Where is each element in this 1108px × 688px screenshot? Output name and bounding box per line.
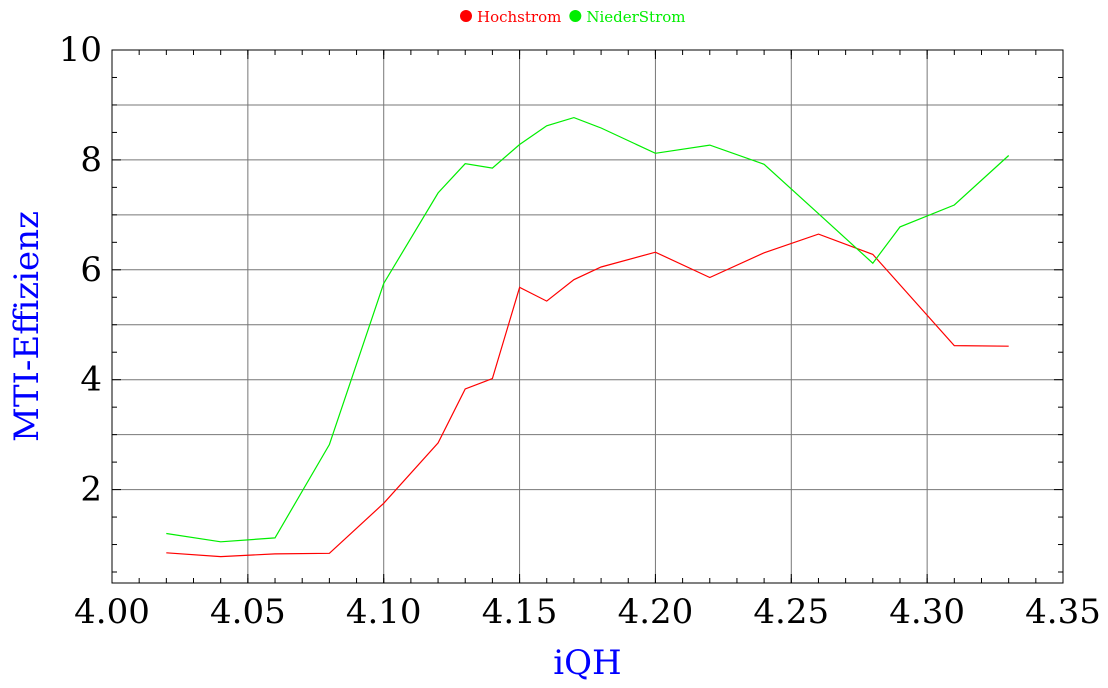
x-tick-label: 4.35 [1025, 592, 1101, 632]
x-tick-label: 4.00 [74, 592, 150, 632]
legend-label-niederstrom: NiederStrom [586, 8, 685, 26]
series-layer [166, 116, 1010, 558]
y-axis-title: MTI-Effizienz [7, 211, 47, 442]
tick-labels: 4.00 4.05 4.10 4.15 4.20 4.25 4.30 4.35 2 4 6 8 10 [59, 30, 1101, 632]
grid-lines [112, 50, 1063, 583]
y-tick-label: 10 [59, 30, 102, 70]
tick-marks [111, 49, 1064, 583]
x-tick-label: 4.25 [753, 592, 829, 632]
x-axis-title: iQH [553, 643, 621, 683]
series-line-niederstrom [166, 116, 1010, 543]
series-line-hochstrom [166, 233, 1009, 558]
x-tick-label: 4.30 [889, 592, 965, 632]
y-tick-label: 2 [80, 470, 102, 510]
legend-label-hochstrom: Hochstrom [477, 8, 561, 26]
x-tick-label: 4.10 [346, 592, 422, 632]
x-tick-label: 4.05 [210, 592, 286, 632]
y-tick-label: 8 [80, 140, 102, 180]
y-tick-label: 6 [80, 250, 102, 290]
legend-marker-hochstrom [460, 10, 472, 22]
legend: Hochstrom NiederStrom [460, 8, 686, 26]
legend-marker-niederstrom [569, 10, 582, 22]
plot-frame [111, 49, 1064, 584]
x-tick-label: 4.15 [482, 592, 558, 632]
y-tick-label: 4 [80, 360, 102, 400]
x-tick-label: 4.20 [618, 592, 694, 632]
